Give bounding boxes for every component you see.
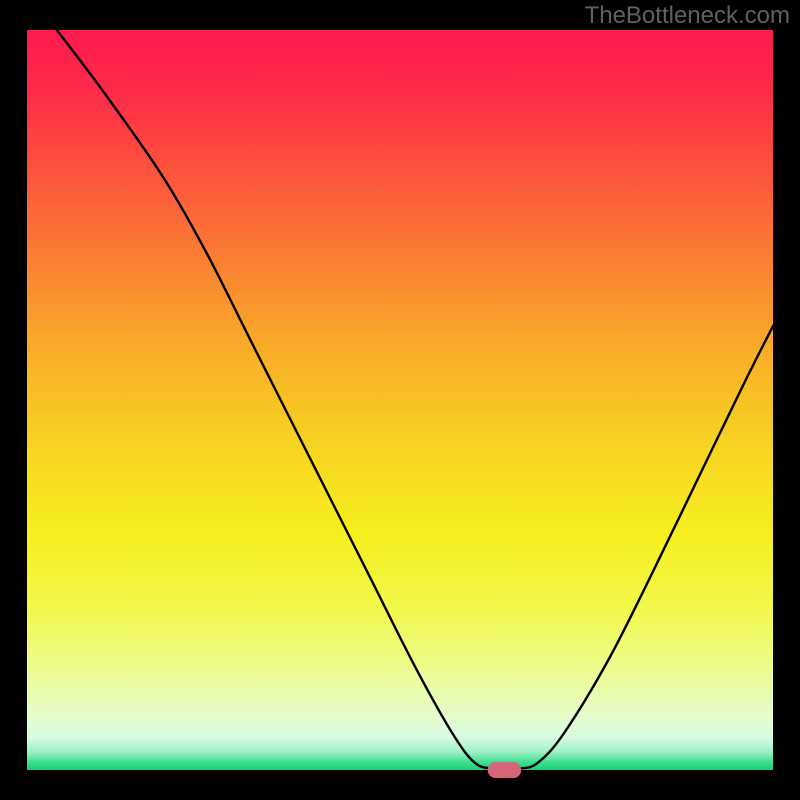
watermark-label: TheBottleneck.com — [585, 2, 790, 30]
chart-stage: TheBottleneck.com — [0, 0, 800, 800]
bottleneck-chart — [0, 0, 800, 800]
optimal-marker — [488, 762, 522, 778]
